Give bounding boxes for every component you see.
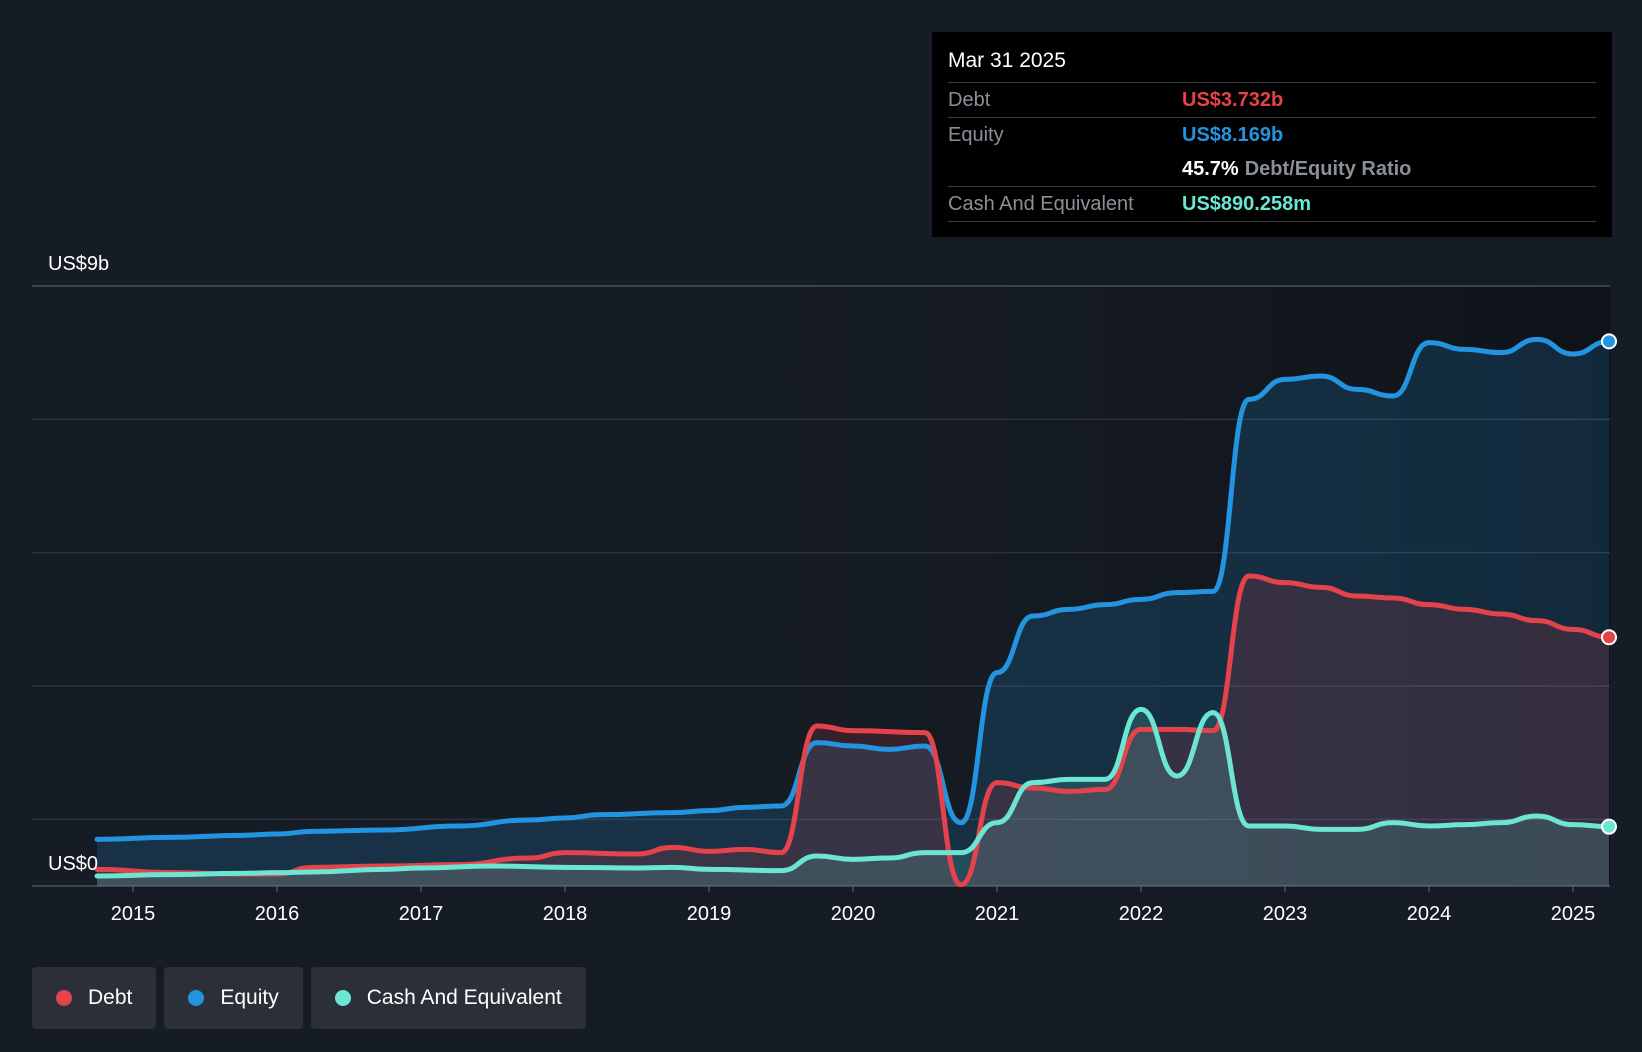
tooltip-debt-value: US$3.732b	[1182, 89, 1284, 111]
x-tick-label: 2019	[687, 903, 732, 925]
cash-and-equivalent-area	[97, 709, 1609, 886]
y-axis-top-label: US$9b	[48, 253, 109, 275]
data-tooltip: Mar 31 2025 Debt US$3.732b Equity US$8.1…	[932, 32, 1612, 237]
legend-item-debt[interactable]: Debt	[32, 967, 157, 1029]
x-tick-label: 2025	[1551, 903, 1596, 925]
tooltip-row-debt: Debt US$3.732b	[948, 83, 1596, 118]
equity-end-marker[interactable]	[1601, 333, 1617, 350]
plot-shade	[530, 286, 1610, 886]
legend-item-equity[interactable]: Equity	[164, 967, 303, 1029]
tooltip-cash-value: US$890.258m	[1182, 193, 1311, 215]
grid-lines	[32, 285, 1610, 887]
tooltip-date: Mar 31 2025	[948, 46, 1596, 83]
legend-label-equity: Equity	[220, 986, 279, 1009]
x-tick-label: 2020	[831, 903, 876, 925]
tooltip-row-ratio: 45.7% Debt/Equity Ratio	[948, 152, 1596, 187]
x-tick-label: 2021	[975, 903, 1020, 925]
tooltip-debt-label: Debt	[948, 89, 991, 111]
legend-dot-debt	[56, 990, 72, 1006]
y-axis-bottom-label: US$0	[48, 853, 98, 875]
x-tick-label: 2023	[1263, 903, 1308, 925]
x-tick-label: 2016	[255, 903, 300, 925]
legend-item-cash[interactable]: Cash And Equivalent	[310, 967, 586, 1029]
tooltip-ratio-label: Debt/Equity Ratio	[1244, 158, 1412, 180]
x-tick-label: 2024	[1407, 903, 1452, 925]
tooltip-row-equity: Equity US$8.169b	[948, 118, 1596, 152]
x-axis-ticks: 2015 2016 2017 2018 2019 2020 2021 2022 2023 2024…	[111, 886, 1596, 925]
series-lines	[94, 336, 1612, 888]
legend-dot-equity	[188, 990, 205, 1006]
equity-line	[94, 336, 1612, 842]
debt-end-marker[interactable]	[1601, 629, 1617, 646]
tooltip-ratio-value: 45.7%	[1182, 158, 1239, 180]
x-tick-label: 2017	[399, 903, 444, 925]
chart-legend: Debt Equity Cash And Equivalent	[32, 967, 586, 1029]
cash-and-equivalent-end-marker[interactable]	[1601, 818, 1617, 835]
legend-label-cash: Cash And Equivalent	[366, 986, 562, 1009]
x-tick-label: 2018	[543, 903, 588, 925]
tooltip-cash-label: Cash And Equivalent	[948, 193, 1134, 215]
tooltip-row-cash: Cash And Equivalent US$890.258m	[948, 187, 1596, 222]
legend-dot-cash	[334, 990, 351, 1006]
cash-and-equivalent-line	[94, 706, 1612, 879]
tooltip-equity-label: Equity	[948, 124, 1004, 146]
x-tick-label: 2022	[1119, 903, 1164, 925]
equity-area	[97, 339, 1609, 886]
legend-label-debt: Debt	[88, 986, 133, 1009]
tooltip-equity-value: US$8.169b	[1182, 124, 1284, 146]
end-markers	[1601, 333, 1617, 835]
x-tick-label: 2015	[111, 903, 156, 925]
